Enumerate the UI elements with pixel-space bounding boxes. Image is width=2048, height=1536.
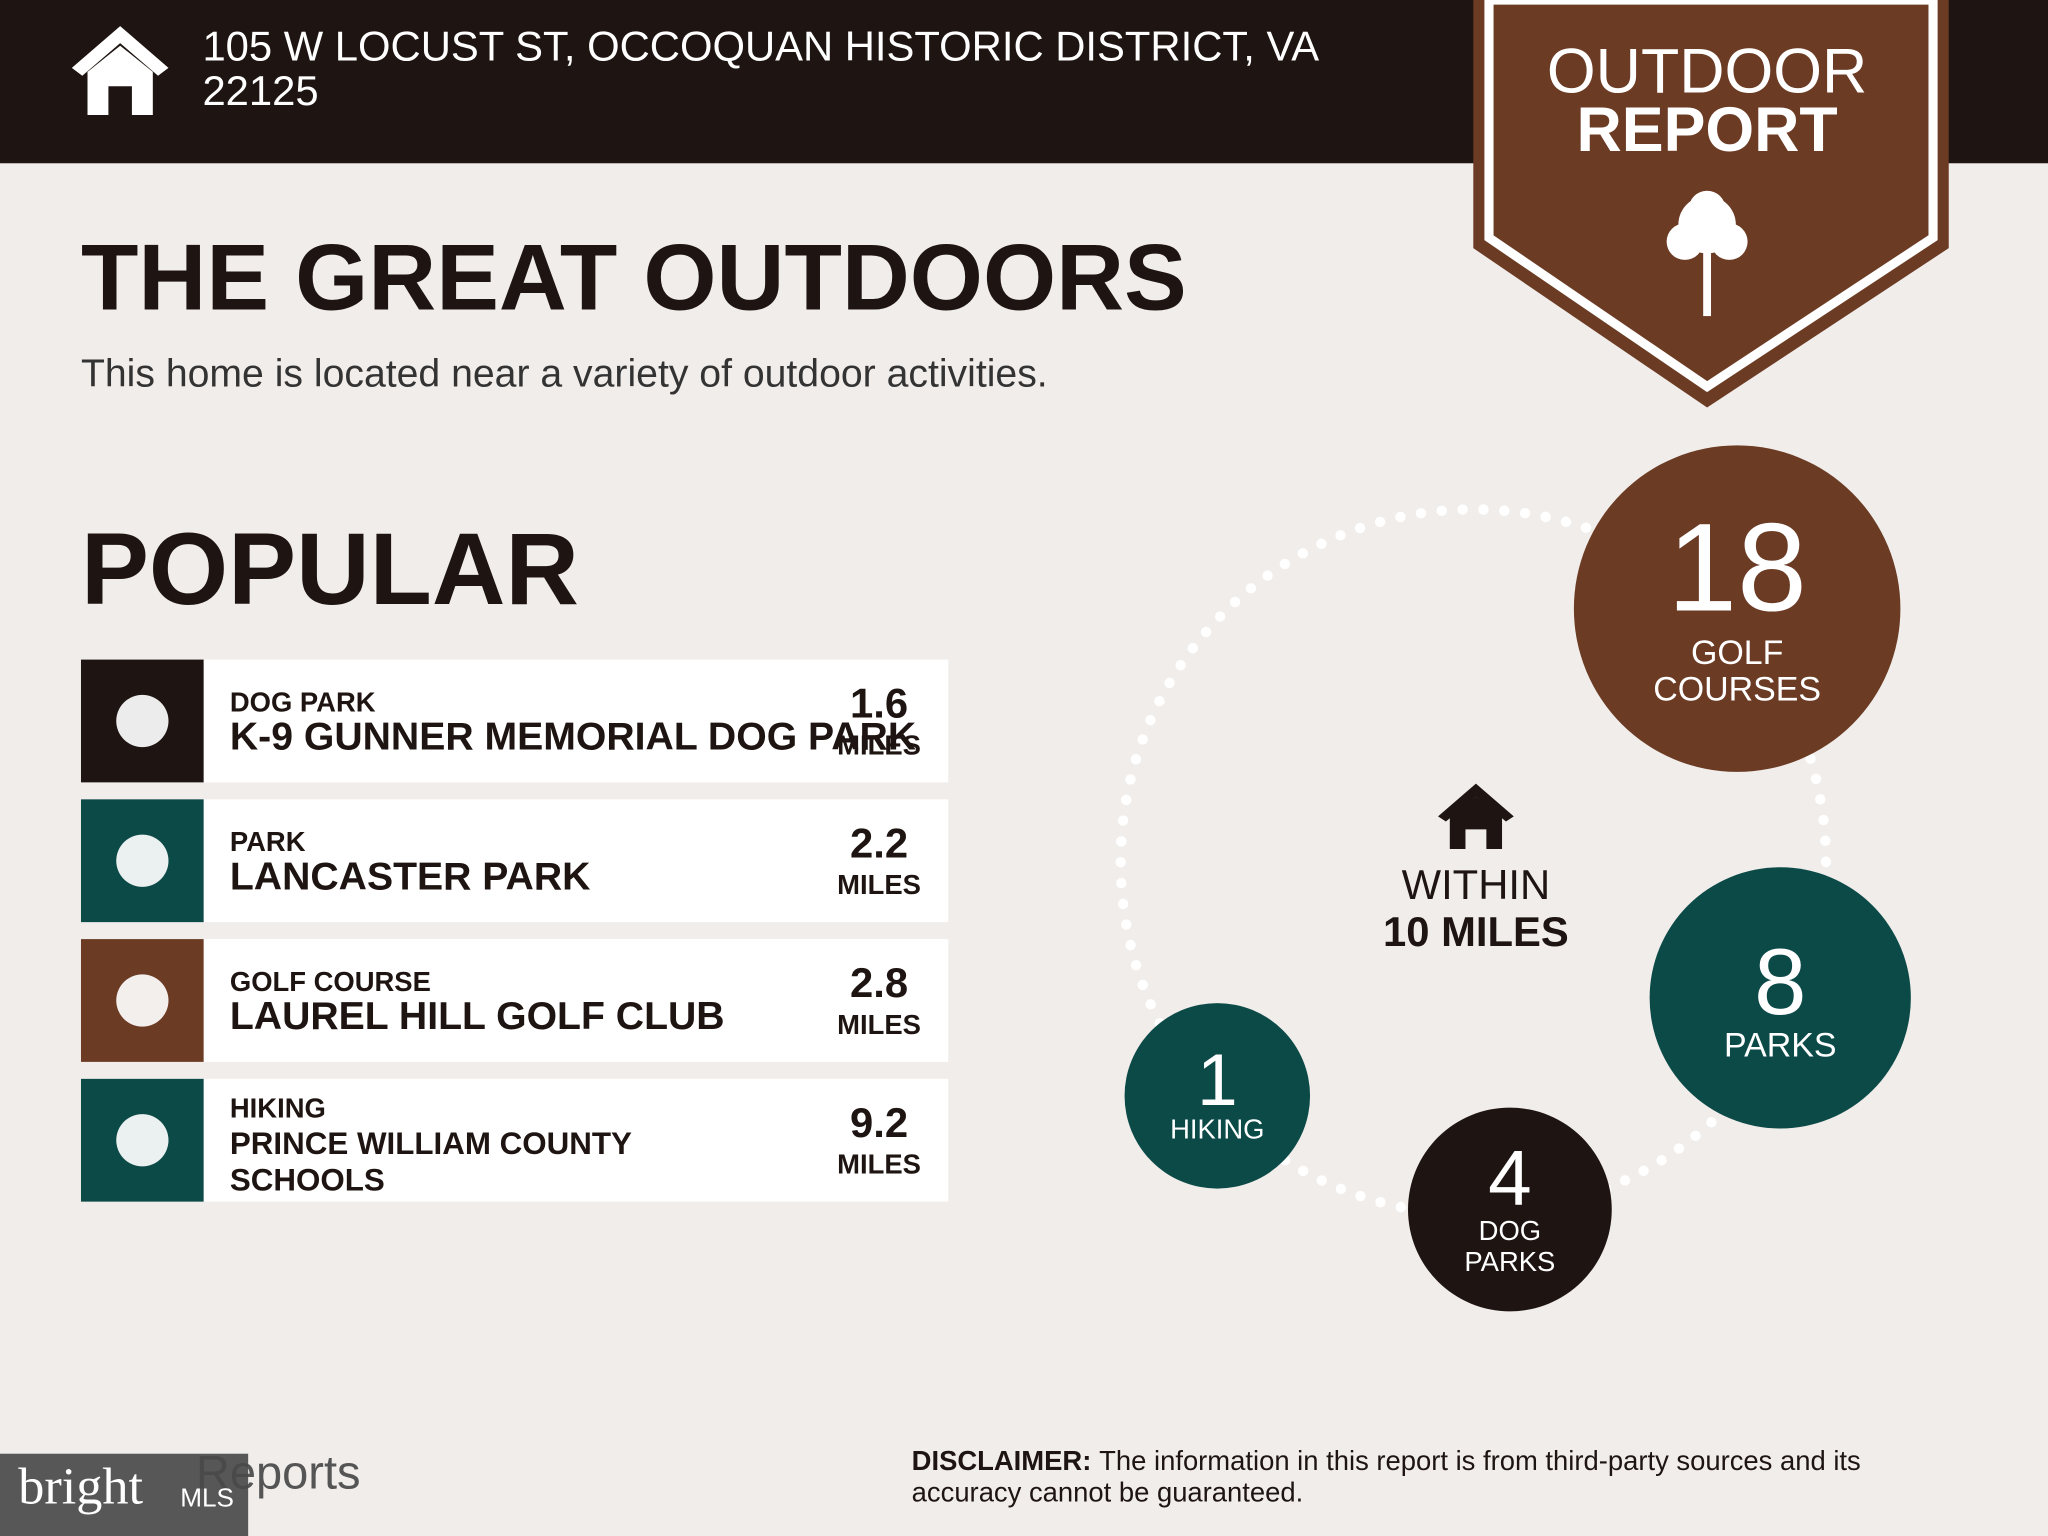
count-circle [1124, 1003, 1311, 1189]
count-number: 8 [1754, 929, 1806, 1034]
logo-suffix: MLS [180, 1482, 234, 1512]
row-icon [116, 974, 169, 1027]
count-label: PARKS [1464, 1246, 1555, 1277]
count-label: PARKS [1724, 1026, 1837, 1064]
row-unit: MILES [837, 869, 921, 900]
disclaimer-text: The information in this report is from t… [1099, 1445, 1861, 1476]
count-label: DOG [1479, 1215, 1541, 1246]
row-name: LANCASTER PARK [230, 855, 591, 898]
within-text: WITHIN [1402, 861, 1551, 908]
count-circle [1408, 1107, 1612, 1312]
row-card [203, 799, 949, 923]
row-icon [116, 1114, 169, 1167]
row-distance: 2.8 [850, 959, 908, 1006]
count-circle [1649, 867, 1911, 1129]
logo: bright [18, 1458, 143, 1516]
row-name: PRINCE WILLIAM COUNTY [230, 1126, 632, 1161]
row-category: GOLF COURSE [230, 966, 431, 997]
row-name: LAUREL HILL GOLF CLUB [230, 995, 725, 1038]
row-category: PARK [230, 826, 306, 857]
row-card [203, 659, 949, 783]
address: 105 W LOCUST ST, OCCOQUAN HISTORIC DISTR… [202, 23, 1319, 70]
row-icon [116, 834, 169, 887]
row-category: HIKING [230, 1092, 326, 1123]
row-distance: 1.6 [850, 680, 908, 727]
row-distance: 2.2 [850, 819, 908, 866]
badge-text: REPORT [1576, 95, 1837, 165]
count-number: 1 [1197, 1040, 1238, 1121]
count-number: 4 [1488, 1134, 1532, 1222]
subtitle: This home is located near a variety of o… [81, 353, 1048, 396]
row-card [203, 1078, 949, 1202]
row-name: SCHOOLS [230, 1162, 385, 1197]
center-home-icon [1438, 783, 1514, 849]
tree-icon [1666, 190, 1748, 317]
count-label: GOLF [1691, 634, 1783, 672]
row-name: K-9 GUNNER MEMORIAL DOG PARK [230, 716, 916, 759]
count-label: COURSES [1653, 671, 1821, 709]
title: THE GREAT OUTDOORS [81, 225, 1187, 330]
address: 22125 [202, 67, 318, 114]
disclaimer-label: DISCLAIMER: [912, 1445, 1092, 1476]
disclaimer-text: accuracy cannot be guaranteed. [912, 1476, 1304, 1507]
content: 105 W LOCUST ST, OCCOQUAN HISTORIC DISTR… [0, 23, 1911, 1536]
section-heading: POPULAR [81, 512, 579, 626]
row-unit: MILES [837, 1009, 921, 1040]
badge-text: OUTDOOR [1547, 36, 1867, 106]
disclaimer: DISCLAIMER: The information in this repor… [912, 1445, 1861, 1476]
row-icon [116, 694, 169, 748]
count-number: 18 [1667, 496, 1806, 637]
row-card [203, 939, 949, 1062]
count-label: HIKING [1170, 1113, 1264, 1144]
row-distance: 9.2 [850, 1099, 908, 1146]
row-category: DOG PARK [230, 686, 376, 717]
dotted-ring [1115, 504, 1832, 1220]
home-icon [71, 26, 169, 115]
within-text: 10 MILES [1383, 908, 1569, 955]
row-unit: MILES [837, 729, 921, 760]
badge-outline [1484, 0, 1938, 393]
row-unit: MILES [837, 1149, 921, 1180]
logo-box [0, 1453, 249, 1536]
count-circle [1573, 445, 1901, 772]
